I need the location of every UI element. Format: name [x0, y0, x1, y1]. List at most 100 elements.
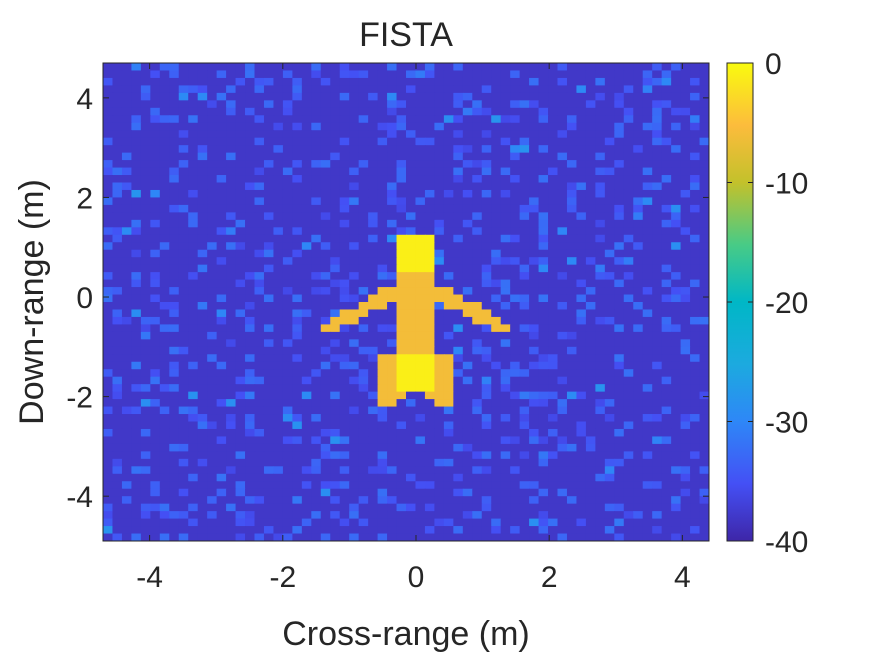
heatmap-cell	[595, 346, 606, 355]
heatmap-cell	[150, 331, 161, 340]
heatmap-cell	[103, 369, 114, 378]
heatmap-cell	[235, 376, 246, 385]
heatmap-cell	[699, 227, 709, 236]
heatmap-cell	[415, 107, 426, 116]
heatmap-cell	[548, 175, 559, 184]
heatmap-cell	[273, 339, 284, 348]
heatmap-cell	[699, 115, 709, 124]
heatmap-cell	[131, 212, 142, 221]
heatmap-cell	[320, 257, 331, 266]
heatmap-cell	[680, 182, 691, 191]
heatmap-cell	[216, 197, 227, 206]
heatmap-cell	[557, 406, 568, 415]
heatmap-cell	[103, 316, 114, 326]
heatmap-cell	[462, 242, 473, 251]
heatmap-cell	[538, 100, 549, 109]
heatmap-cell	[396, 302, 407, 311]
heatmap-cell	[576, 391, 587, 400]
heatmap-cell	[263, 421, 275, 430]
heatmap-cell	[103, 100, 114, 109]
heatmap-cell	[103, 533, 114, 541]
heatmap-cell	[576, 309, 587, 318]
heatmap-cell	[491, 287, 502, 296]
heatmap-cell	[415, 85, 426, 94]
heatmap-cell	[510, 399, 521, 408]
heatmap-cell	[207, 526, 218, 535]
heatmap-cell	[481, 399, 492, 408]
heatmap-cell	[292, 145, 303, 154]
heatmap-cell	[424, 533, 436, 541]
y-tick-label: 2	[76, 182, 93, 215]
heatmap-cell	[121, 212, 133, 221]
heatmap-cell	[538, 242, 549, 251]
heatmap-cell	[690, 85, 701, 94]
heatmap-cell	[254, 518, 265, 527]
heatmap-cell	[595, 264, 606, 273]
heatmap-cell	[424, 115, 436, 124]
heatmap-cell	[491, 526, 502, 535]
heatmap-cell	[226, 204, 237, 213]
heatmap-cell	[320, 204, 331, 213]
heatmap-cell	[197, 189, 208, 199]
heatmap-cell	[529, 189, 540, 199]
heatmap-cell	[282, 414, 293, 423]
heatmap-cell	[614, 316, 625, 326]
heatmap-cell	[103, 167, 114, 176]
heatmap-cell	[443, 346, 454, 355]
heatmap-cell	[216, 167, 227, 176]
heatmap-cell	[320, 77, 331, 87]
heatmap-cell	[131, 92, 142, 101]
heatmap-cell	[604, 443, 615, 452]
heatmap-cell	[519, 391, 530, 400]
heatmap-cell	[131, 279, 142, 288]
heatmap-cell	[178, 85, 189, 94]
heatmap-cell	[500, 234, 511, 243]
heatmap-cell	[387, 219, 398, 228]
heatmap-cell	[254, 324, 265, 333]
heatmap-cell	[188, 488, 199, 497]
heatmap-cell	[529, 279, 540, 288]
heatmap-cell	[103, 160, 114, 169]
heatmap-cell	[387, 100, 398, 109]
heatmap-cell	[642, 279, 653, 288]
heatmap-cell	[358, 294, 369, 303]
heatmap-cell	[330, 189, 341, 199]
heatmap-cell	[500, 175, 511, 184]
heatmap-cell	[595, 137, 606, 146]
heatmap-cell	[595, 85, 606, 94]
heatmap-cell	[529, 428, 540, 438]
heatmap-cell	[595, 414, 606, 423]
heatmap-cell	[131, 152, 142, 161]
heatmap-cell	[406, 533, 417, 541]
heatmap-cell	[368, 354, 379, 363]
heatmap-cell	[273, 361, 284, 370]
heatmap-cell	[216, 533, 227, 541]
heatmap-cell	[424, 436, 436, 445]
heatmap-cell	[112, 346, 123, 355]
heatmap-cell	[548, 473, 559, 482]
heatmap-cell	[140, 443, 151, 452]
heatmap-cell	[311, 242, 322, 251]
heatmap-cell	[614, 63, 625, 72]
heatmap-cell	[623, 339, 634, 348]
heatmap-cell	[500, 100, 511, 109]
heatmap-cell	[510, 160, 521, 169]
heatmap-cell	[273, 436, 284, 445]
heatmap-cell	[604, 122, 615, 131]
heatmap-cell	[292, 518, 303, 527]
heatmap-cell	[500, 421, 511, 430]
heatmap-cell	[103, 204, 114, 213]
heatmap-cell	[623, 451, 634, 460]
heatmap-cell	[188, 458, 199, 467]
heatmap-cell	[671, 473, 682, 482]
heatmap-cell	[377, 197, 388, 206]
heatmap-cell	[424, 122, 436, 131]
heatmap-cell	[623, 189, 634, 199]
heatmap-cell	[349, 204, 360, 213]
heatmap-cell	[614, 227, 625, 236]
heatmap-cell	[358, 533, 369, 541]
heatmap-cell	[529, 272, 540, 281]
heatmap-cell	[292, 264, 303, 273]
heatmap-cell	[462, 167, 473, 176]
heatmap-cell	[415, 488, 426, 497]
